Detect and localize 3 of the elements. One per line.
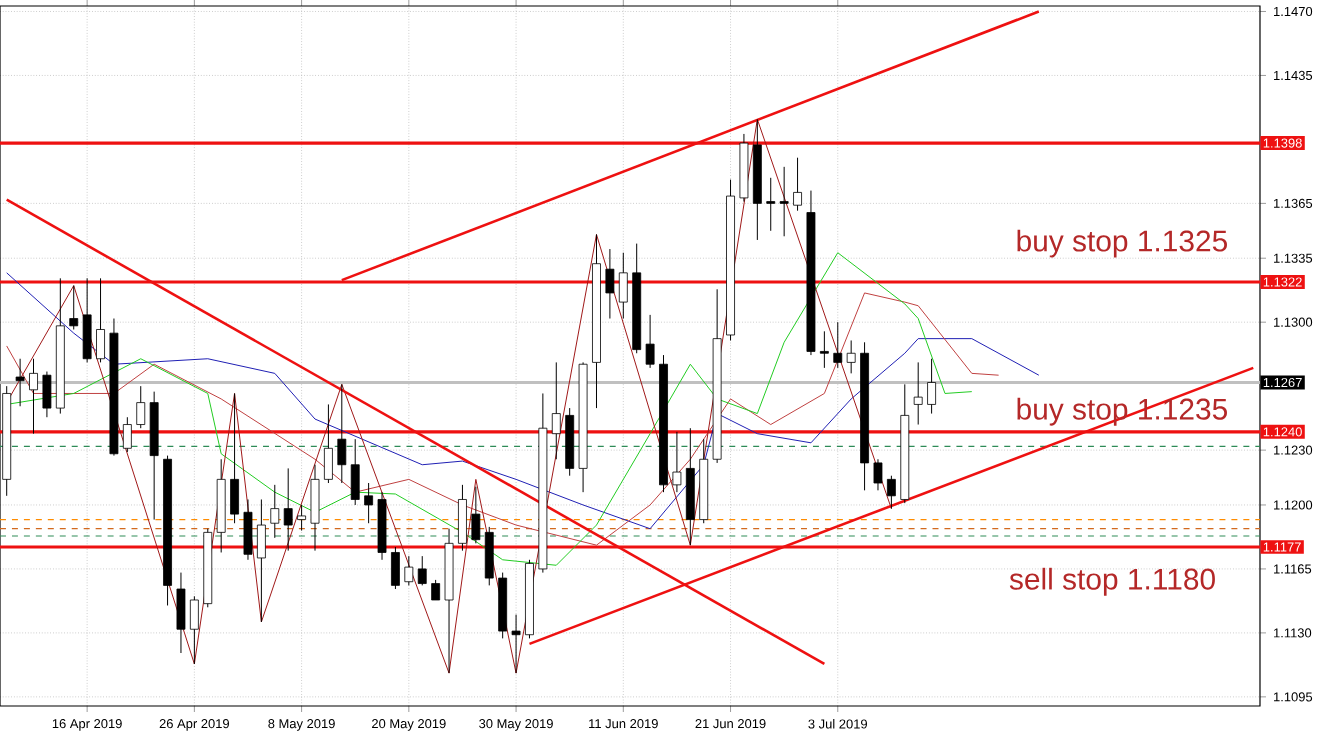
annotation: sell stop 1.1180 — [1009, 567, 1215, 596]
annotation: buy stop 1.1235 — [1017, 397, 1227, 426]
annotation: buy stop 1.1325 — [1017, 229, 1227, 258]
